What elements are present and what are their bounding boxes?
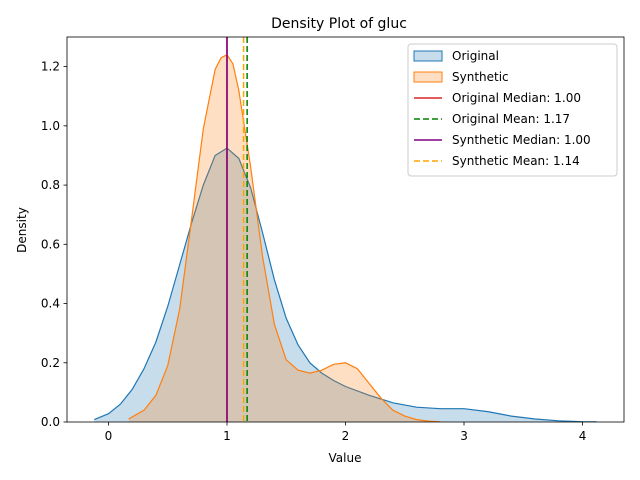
legend-label-original-median: Original Median: 1.00 <box>452 91 581 105</box>
y-axis-label: Density <box>15 207 29 253</box>
x-tick-label: 2 <box>342 429 350 443</box>
y-tick-label: 0.0 <box>41 415 60 429</box>
density-area-original <box>94 148 597 422</box>
x-axis-label: Value <box>329 451 362 465</box>
legend-label-synthetic-mean: Synthetic Mean: 1.14 <box>452 154 580 168</box>
density-area-synthetic <box>128 54 441 422</box>
y-tick-label: 1.0 <box>41 119 60 133</box>
legend: Original Synthetic Original Median: 1.00 Or… <box>407 43 618 177</box>
legend-swatch-original <box>413 50 443 62</box>
y-tick-label: 0.4 <box>41 297 60 311</box>
legend-label-original: Original <box>452 49 499 63</box>
axes: 0 1 2 3 4 0.0 0.2 0.4 0.6 0.8 1.0 1.2 <box>41 36 625 443</box>
density-line-original <box>94 147 597 422</box>
y-tick-label: 0.8 <box>41 178 60 192</box>
legend-label-original-mean: Original Mean: 1.17 <box>452 112 570 126</box>
y-tick-label: 0.6 <box>41 237 60 251</box>
y-tick-label: 0.2 <box>41 356 60 370</box>
density-line-synthetic <box>128 54 441 422</box>
legend-label-synthetic-median: Synthetic Median: 1.00 <box>452 133 591 147</box>
legend-box <box>407 43 618 177</box>
x-tick-label: 1 <box>223 429 231 443</box>
x-tick-label: 0 <box>105 429 113 443</box>
chart-title: Density Plot of gluc <box>271 16 407 32</box>
y-tick-label: 1.2 <box>41 60 60 74</box>
x-tick-label: 3 <box>460 429 468 443</box>
x-tick-label: 4 <box>579 429 587 443</box>
plot-area <box>94 37 597 422</box>
legend-label-synthetic: Synthetic <box>452 70 509 84</box>
legend-swatch-synthetic <box>413 71 443 83</box>
